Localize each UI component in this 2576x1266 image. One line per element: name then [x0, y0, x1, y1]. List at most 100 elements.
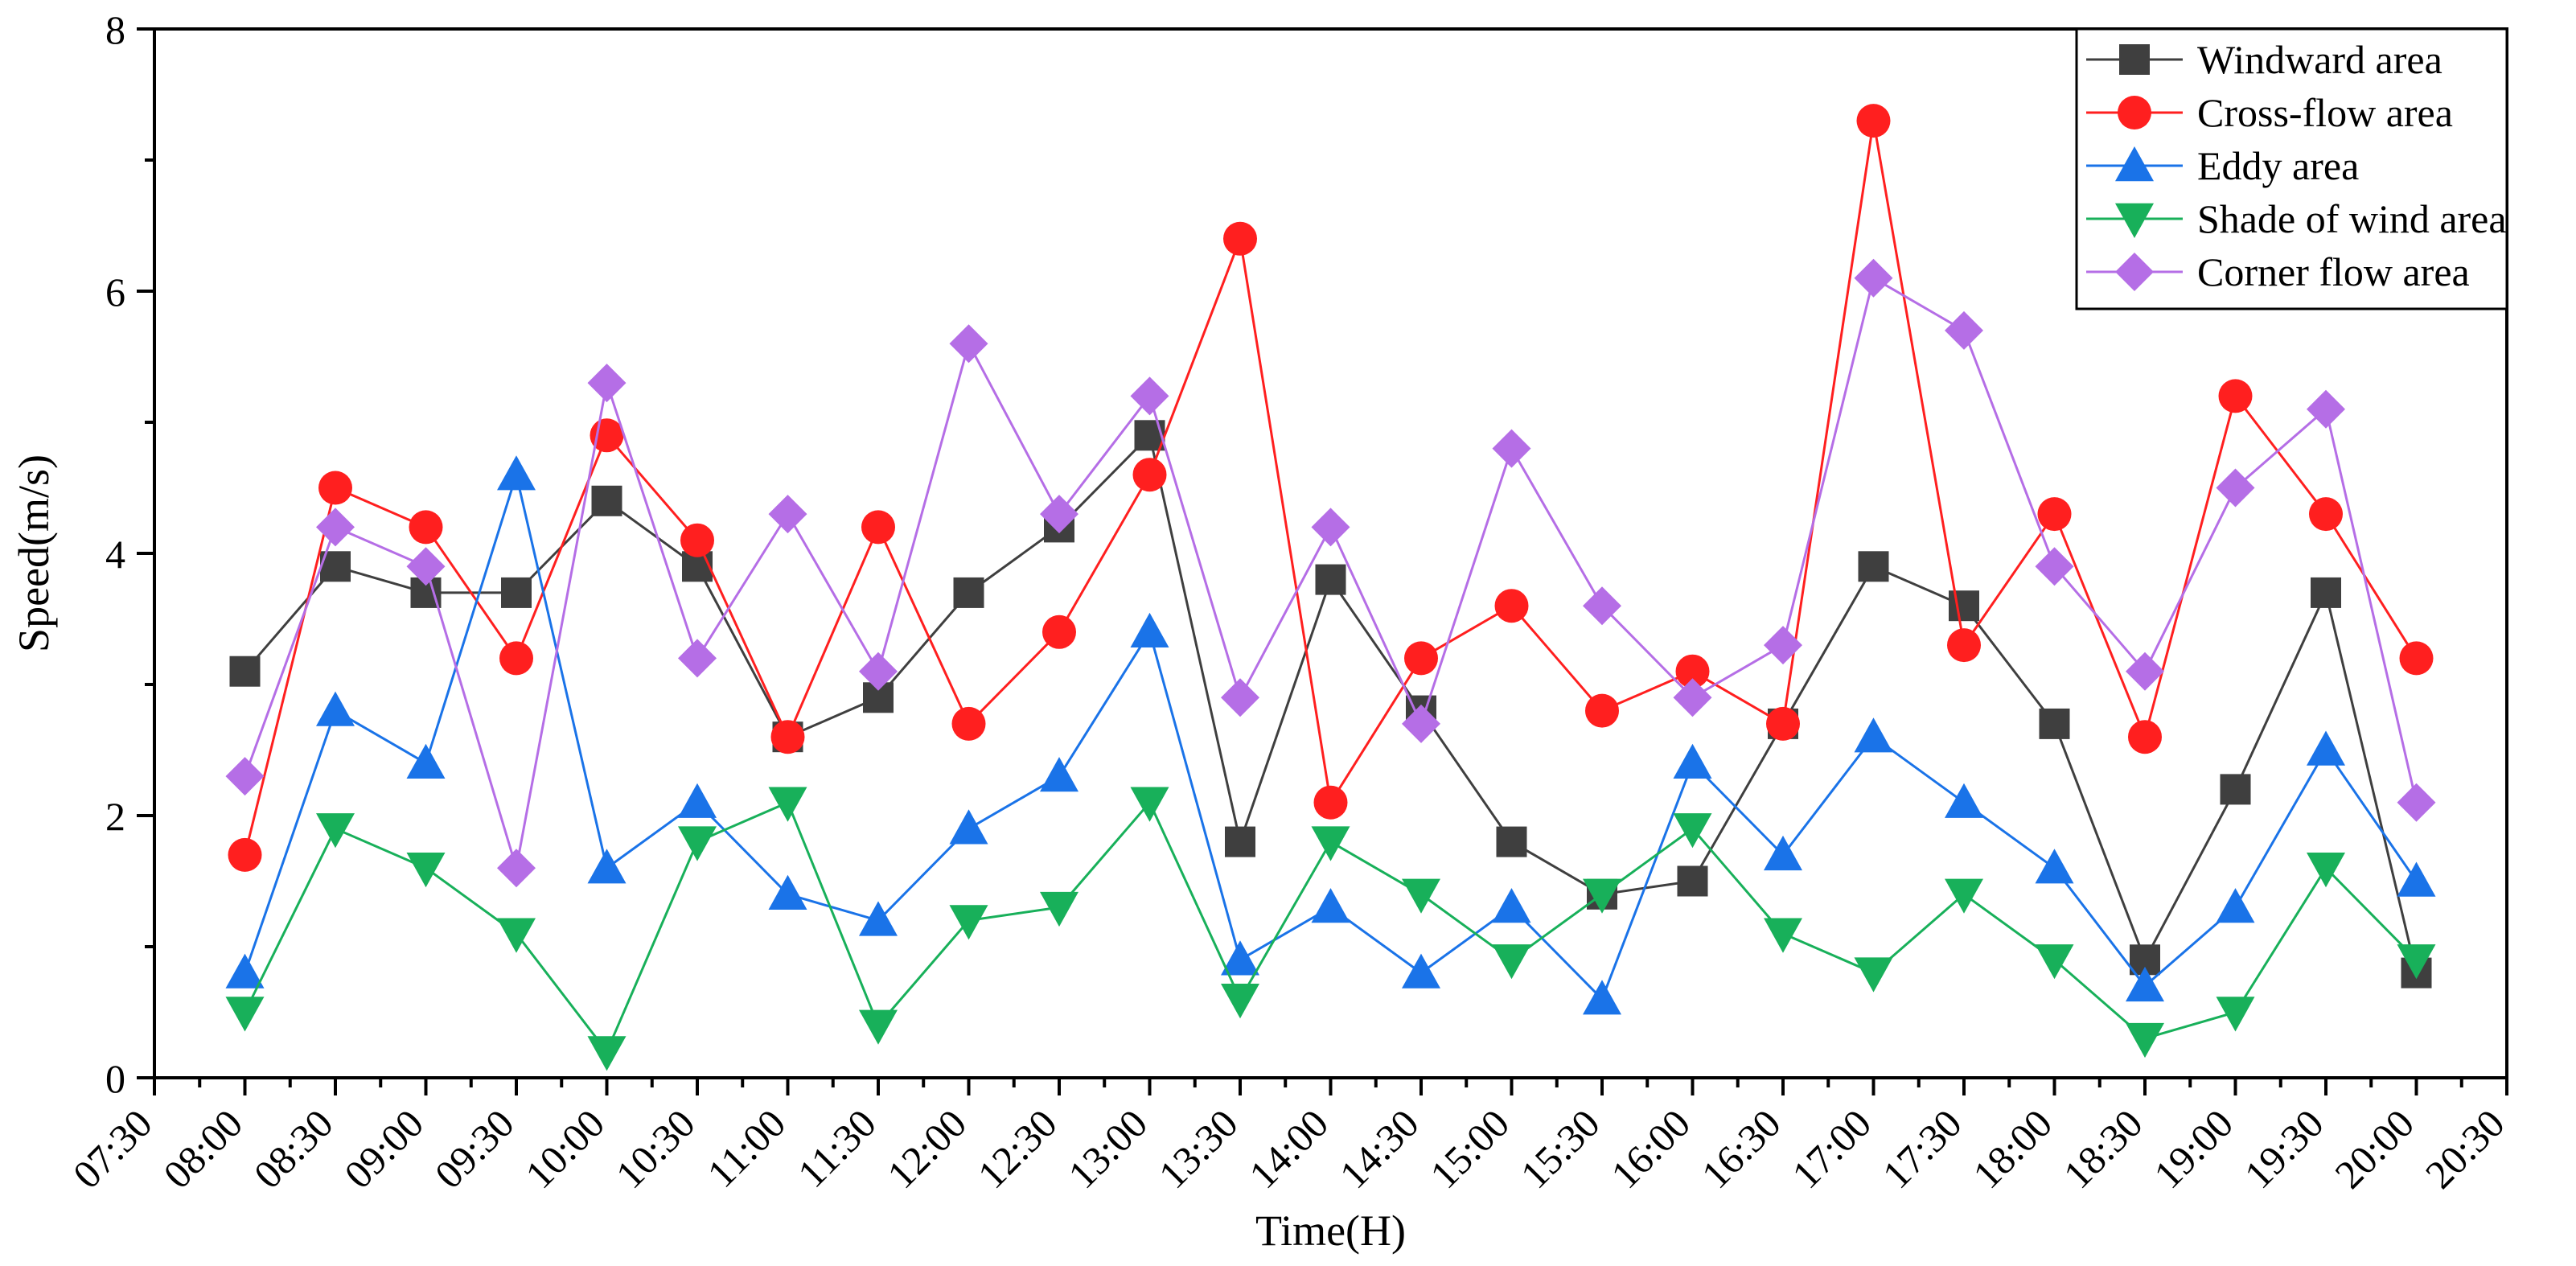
data-point-cross-flow-area [1223, 221, 1257, 256]
x-tick-label: 13:30 [1150, 1100, 1247, 1197]
data-point-corner-flow-area [1130, 376, 1169, 416]
data-point-eddy-area [497, 455, 536, 491]
x-tick-label: 16:30 [1693, 1100, 1789, 1197]
data-point-corner-flow-area [1402, 704, 1440, 743]
x-tick-label: 17:00 [1783, 1100, 1880, 1197]
data-point-windward-area [1496, 826, 1527, 857]
data-point-corner-flow-area [2397, 783, 2436, 822]
data-point-cross-flow-area [2218, 379, 2253, 413]
data-point-windward-area [1315, 564, 1346, 595]
data-point-cross-flow-area [1766, 706, 1800, 741]
x-tick-label: 19:00 [2145, 1100, 2241, 1197]
data-point-cross-flow-area [1313, 785, 1348, 820]
data-point-corner-flow-area [1583, 586, 1621, 626]
data-point-windward-area [2311, 577, 2341, 608]
data-point-windward-area [591, 485, 622, 516]
data-point-eddy-area [2216, 888, 2255, 923]
data-point-shade-of-wind-area [497, 918, 536, 953]
x-tick-label: 14:30 [1331, 1100, 1428, 1197]
x-tick-label: 10:30 [607, 1100, 704, 1197]
data-point-cross-flow-area [1042, 615, 1076, 649]
data-point-corner-flow-area [859, 651, 898, 691]
data-point-corner-flow-area [497, 849, 536, 888]
data-point-shade-of-wind-area [949, 905, 988, 940]
data-point-shade-of-wind-area [2126, 1022, 2164, 1058]
data-point-shade-of-wind-area [2035, 944, 2074, 980]
series-cross-flow-area [228, 104, 2434, 872]
data-point-eddy-area [1040, 757, 1078, 792]
data-point-windward-area [501, 577, 532, 608]
x-tick-label: 15:30 [1512, 1100, 1608, 1197]
data-point-cross-flow-area [318, 471, 352, 505]
data-point-corner-flow-area [587, 364, 627, 403]
data-point-eddy-area [1764, 835, 1802, 871]
data-point-cross-flow-area [2128, 720, 2162, 754]
data-point-corner-flow-area [225, 757, 265, 796]
data-point-corner-flow-area [2126, 651, 2164, 691]
x-tick-label: 13:00 [1059, 1100, 1156, 1197]
data-point-cross-flow-area [1404, 641, 1438, 676]
data-point-windward-area [1949, 590, 1979, 622]
plot-frame [153, 27, 2508, 1079]
data-point-cross-flow-area [770, 720, 805, 754]
data-point-eddy-area [316, 691, 355, 726]
x-tick-label: 20:30 [2417, 1100, 2513, 1197]
data-point-shade-of-wind-area [1945, 878, 1983, 914]
data-point-windward-area [229, 656, 261, 687]
legend-label-shade-of-wind-area: Shade of wind area [2197, 196, 2507, 241]
data-point-cross-flow-area [680, 523, 714, 557]
data-point-corner-flow-area [2307, 389, 2345, 429]
x-tick-label: 15:00 [1421, 1100, 1518, 1197]
x-tick-label: 09:00 [335, 1100, 432, 1197]
x-tick-label: 10:00 [516, 1100, 613, 1197]
data-point-eddy-area [1673, 743, 1712, 779]
data-point-eddy-area [678, 783, 717, 818]
data-point-shade-of-wind-area [1764, 918, 1802, 953]
legend-marker-windward-area [2119, 44, 2150, 75]
series-shade-of-wind-area [225, 787, 2436, 1071]
legend-marker-shade-of-wind-area [2115, 203, 2154, 238]
data-point-cross-flow-area [2309, 497, 2343, 532]
x-tick-label: 08:00 [154, 1100, 251, 1197]
legend: Windward area Cross-flow area Eddy area Sha… [2075, 27, 2508, 310]
data-point-eddy-area [1583, 980, 1621, 1015]
data-point-shade-of-wind-area [678, 826, 717, 861]
x-tick-label: 14:00 [1240, 1100, 1337, 1197]
data-point-shade-of-wind-area [406, 853, 446, 888]
data-point-shade-of-wind-area [2307, 853, 2345, 888]
data-point-eddy-area [1945, 783, 1983, 818]
data-point-eddy-area [406, 743, 446, 779]
data-point-corner-flow-area [406, 547, 446, 586]
legend-marker-corner-flow-area [2115, 253, 2154, 291]
data-point-corner-flow-area [1492, 429, 1531, 468]
legend-label-cross-flow-area: Cross-flow area [2197, 90, 2453, 135]
data-point-windward-area [1858, 551, 1889, 582]
data-point-corner-flow-area [768, 495, 807, 534]
data-point-corner-flow-area [2216, 468, 2255, 508]
data-point-shade-of-wind-area [587, 1036, 627, 1071]
data-point-shade-of-wind-area [1492, 944, 1531, 980]
series-eddy-area [225, 455, 2436, 1015]
data-point-shade-of-wind-area [2216, 997, 2255, 1032]
data-point-shade-of-wind-area [768, 787, 807, 822]
x-tick-label: 09:30 [426, 1100, 523, 1197]
data-point-cross-flow-area [409, 510, 443, 545]
data-point-eddy-area [2126, 966, 2164, 1002]
series-layer [225, 104, 2436, 1071]
data-point-eddy-area [1854, 717, 1893, 753]
data-point-corner-flow-area [316, 508, 355, 547]
x-tick-label: 11:30 [789, 1100, 885, 1196]
x-tick-label: 18:00 [1964, 1100, 2060, 1197]
data-point-corner-flow-area [678, 639, 717, 678]
data-point-shade-of-wind-area [2397, 944, 2436, 980]
data-point-eddy-area [768, 874, 807, 910]
data-point-corner-flow-area [1673, 678, 1712, 717]
data-point-shade-of-wind-area [1583, 878, 1621, 914]
data-point-cross-flow-area [2399, 641, 2434, 676]
x-tick-label: 17:30 [1874, 1100, 1970, 1197]
series-corner-flow-area [225, 258, 2436, 888]
data-point-corner-flow-area [1945, 310, 1983, 350]
data-point-windward-area [1225, 826, 1255, 857]
data-point-shade-of-wind-area [1402, 878, 1440, 914]
